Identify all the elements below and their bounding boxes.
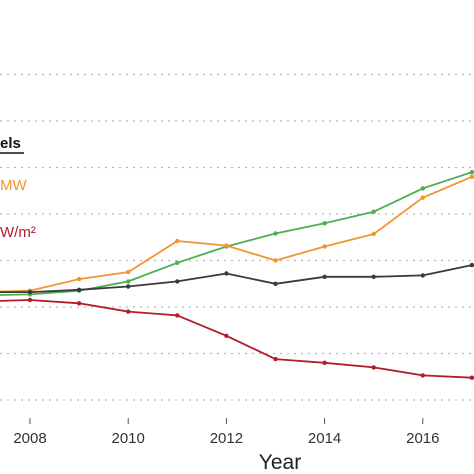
- series-2-point-2010: [126, 284, 131, 289]
- series-1-point-2012: [224, 243, 229, 248]
- series-3-point-2010: [126, 309, 131, 314]
- x-tick-label-2012: 2012: [210, 430, 243, 447]
- series-line-0: [0, 171, 473, 296]
- series-0-point-2013: [273, 231, 278, 236]
- gridlines: [0, 73, 474, 401]
- series-2-point-2013: [273, 281, 278, 286]
- x-axis-title: Year: [259, 451, 301, 474]
- series-2-point-2016: [420, 273, 425, 278]
- series-line-2: [0, 264, 473, 294]
- series-3-point-2011: [175, 313, 180, 318]
- series-2-point-2011: [175, 279, 180, 284]
- series-1-point-2013: [273, 258, 278, 263]
- legend-entry-wm2: W/m²: [0, 224, 36, 241]
- x-tick-label-2008: 2008: [13, 430, 46, 447]
- legend-heading: els: [0, 135, 21, 152]
- series-2-point-2015: [371, 274, 376, 279]
- series-3-point-2012: [224, 333, 229, 338]
- series-2-point-2014: [322, 274, 327, 279]
- series-3-point-2014: [322, 360, 327, 365]
- series-2-point-2008: [27, 289, 33, 295]
- series-1-point-2016: [420, 195, 425, 200]
- series-3-point-2016: [420, 373, 425, 378]
- x-tick-label-2010: 2010: [112, 430, 145, 447]
- series-3-point-2008: [27, 297, 33, 303]
- series-0-point-2017: [469, 170, 474, 175]
- series-3-point-2017: [469, 375, 474, 380]
- series-0-point-2010: [126, 279, 131, 284]
- x-tick-label-2016: 2016: [406, 430, 439, 447]
- series-line-3: [0, 299, 472, 379]
- series-1-point-2010: [126, 269, 131, 275]
- series-0-point-2015: [371, 209, 376, 214]
- x-tick-label-2014: 2014: [308, 430, 341, 447]
- x-axis-ticks: 2008 2010 2012 2014 2016: [13, 418, 439, 447]
- series-2-point-2012: [224, 271, 229, 276]
- series-3-point-2015: [371, 365, 376, 370]
- series-1-point-2014: [322, 244, 327, 249]
- series-0-point-2011: [175, 260, 180, 265]
- series-1-point-2015: [371, 231, 376, 237]
- series-3-point-2009: [76, 301, 82, 306]
- legend: els MW W/m²: [0, 135, 36, 241]
- series-0-point-2014: [322, 221, 327, 226]
- legend-entry-mw: MW: [0, 177, 27, 194]
- series-2-point-2017: [469, 262, 474, 268]
- series-2-point-2009: [76, 287, 82, 292]
- series-1-point-2009: [76, 276, 82, 282]
- series-3-point-2013: [273, 356, 278, 362]
- series-0-point-2016: [420, 186, 425, 191]
- series-1-point-2011: [175, 238, 180, 244]
- series-lines: [0, 170, 474, 380]
- series-1-point-2017: [469, 174, 474, 179]
